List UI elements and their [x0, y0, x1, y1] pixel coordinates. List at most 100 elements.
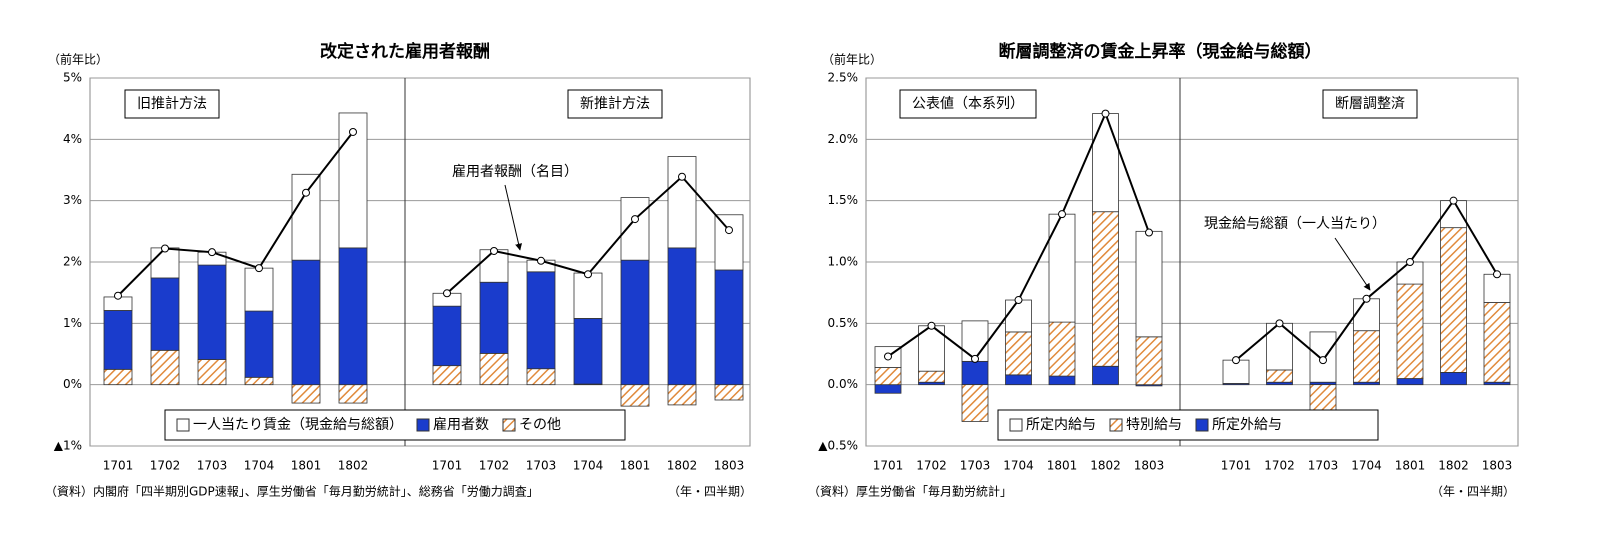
x-tick-label: 1701 [873, 459, 904, 473]
bar-segment [1309, 384, 1337, 413]
y-tick-label: 2.5% [828, 71, 859, 85]
bar-segment [1440, 227, 1467, 373]
y-tick-label: 0.0% [828, 377, 859, 391]
chart-title: 断層調整済の賃金上昇率（現金給与総額） [999, 41, 1322, 62]
bar-segment [150, 349, 180, 386]
x-tick-label: 1802 [1438, 459, 1469, 473]
bar-segment [1092, 365, 1119, 386]
bar-segment [197, 359, 227, 386]
x-tick-label: 1704 [573, 459, 604, 473]
line-marker [443, 289, 451, 298]
line-marker [1319, 356, 1327, 365]
x-tick-label: 1703 [197, 459, 228, 473]
bar-segment [620, 259, 650, 386]
bar-segment [432, 305, 462, 367]
bar-segment [874, 384, 902, 394]
x-tick-label: 1702 [479, 459, 510, 473]
x-tick-label: 1703 [526, 459, 557, 473]
x-tick-label: 1702 [916, 459, 947, 473]
bar-segment [1048, 321, 1076, 377]
bar-segment [714, 269, 744, 386]
panel-label: 新推計方法 [580, 96, 650, 112]
line-marker [971, 354, 979, 363]
bar-segment [197, 264, 227, 360]
legend-label: 一人当たり賃金（現金給与総額） [193, 417, 403, 433]
x-tick-label: 1704 [244, 459, 275, 473]
line-marker [1406, 258, 1414, 266]
x-tick-label: 1702 [1264, 459, 1295, 473]
line-marker [1362, 294, 1371, 303]
x-axis-unit: （年・四半期） [1431, 485, 1515, 499]
y-tick-label: 1.0% [828, 255, 859, 269]
x-tick-label: 1803 [714, 459, 745, 473]
line-marker [349, 127, 357, 136]
bar-segment [1048, 375, 1076, 386]
x-tick-label: 1701 [1221, 459, 1252, 473]
y-tick-label: 2% [63, 255, 82, 269]
legend-swatch [1009, 418, 1023, 432]
bar-segment [526, 368, 556, 386]
x-tick-label: 1803 [1482, 459, 1513, 473]
bar-segment [1005, 374, 1032, 386]
bar-segment [479, 352, 509, 386]
bar-segment [1092, 113, 1119, 213]
bar-segment [573, 272, 603, 319]
line-marker [884, 352, 892, 361]
panel-label: 断層調整済 [1335, 96, 1405, 112]
bar-segment [714, 214, 744, 271]
legend-swatch [1109, 418, 1123, 432]
legend-box [164, 409, 626, 441]
bar-segment [338, 384, 368, 404]
bar-segment [620, 384, 650, 407]
y-tick-label: ▲1% [54, 439, 82, 453]
x-tick-label: 1802 [1090, 459, 1121, 473]
bar-segment [244, 310, 274, 378]
y-tick-label: 1.5% [828, 193, 859, 207]
legend-swatch [416, 418, 430, 432]
bar-segment [338, 247, 368, 386]
source-note: （資料）厚生労働省「毎月勤労統計」 [808, 484, 1012, 499]
line-marker [1014, 296, 1023, 305]
line-marker [1275, 319, 1284, 328]
bar-segment [103, 310, 133, 370]
chart-title: 改定された雇用者報酬 [320, 41, 490, 62]
bar-segment [667, 384, 697, 406]
bar-segment [620, 197, 650, 261]
legend-swatch [176, 418, 190, 432]
y-tick-label: 3% [63, 193, 82, 207]
bar-segment [291, 173, 321, 261]
x-tick-label: 1703 [1308, 459, 1339, 473]
bar-segment [1005, 299, 1032, 333]
line-marker [255, 264, 263, 273]
annotation-arrow [1334, 237, 1371, 291]
bar-segment [1266, 369, 1293, 383]
x-tick-label: 1801 [291, 459, 322, 473]
legend-swatch [1195, 418, 1209, 432]
bar-segment [1396, 378, 1424, 386]
y-tick-label: 0% [63, 377, 82, 391]
bar-segment [667, 156, 697, 249]
line-marker [725, 226, 733, 235]
bar-segment [1483, 302, 1511, 383]
panel-label: 公表値（本系列） [912, 96, 1024, 112]
annotation-arrow [504, 184, 522, 251]
y-axis-label: （前年比） [48, 52, 108, 67]
bar-segment [1005, 331, 1032, 376]
bar-segment [1440, 371, 1467, 386]
y-tick-label: 1% [63, 316, 82, 330]
x-tick-label: 1701 [103, 459, 134, 473]
bar-segment [526, 271, 556, 370]
legend-label: 特別給与 [1126, 417, 1182, 433]
line-marker [1232, 356, 1240, 365]
line-marker [1449, 196, 1458, 205]
x-axis-unit: （年・四半期） [668, 485, 752, 499]
bar-segment [479, 249, 509, 283]
panel-label-box [567, 89, 663, 119]
x-tick-label: 1802 [338, 459, 369, 473]
line-marker [1493, 270, 1501, 279]
line-marker [161, 244, 169, 253]
bar-segment [1135, 336, 1163, 386]
bar-segment [479, 281, 509, 354]
line-marker [302, 188, 310, 197]
